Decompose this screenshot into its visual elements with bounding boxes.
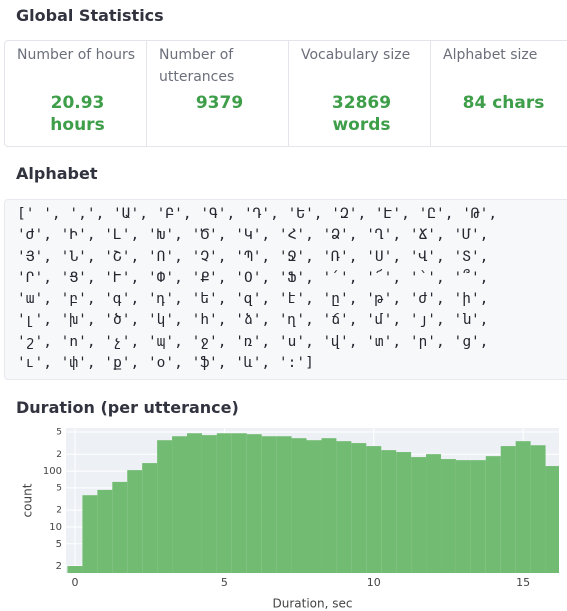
alphabet-line: 'Ր', 'Ց', 'Ւ', 'Փ', 'Ք', 'Օ', 'Ֆ', '՛', … — [17, 269, 489, 286]
bar — [440, 459, 456, 573]
bar — [231, 433, 247, 573]
y-tick-label: 2 — [56, 450, 62, 460]
stat-label: Number of utterances — [159, 47, 235, 85]
bar — [157, 440, 173, 573]
stat-label: Alphabet size — [443, 47, 538, 63]
bar — [172, 436, 188, 573]
bar — [366, 446, 382, 573]
alphabet-line: 'Ժ', 'Ի', 'Լ', 'Խ', 'Ծ', 'Կ', 'Հ', 'Ձ', … — [17, 227, 489, 244]
alphabet-line: 'ա', 'բ', 'գ', 'դ', 'ե', 'զ', 'է', 'ը', … — [17, 291, 489, 308]
bar — [396, 452, 412, 573]
bar — [306, 440, 322, 573]
stat-value: 32869 words — [331, 93, 392, 135]
stat-card: Number of utterances 9379 — [147, 41, 289, 146]
bar — [470, 460, 486, 573]
bar — [291, 438, 307, 573]
bar — [82, 495, 98, 573]
stat-card: Alphabet size 84 chars — [431, 41, 567, 146]
bar — [261, 436, 277, 573]
alphabet-line: 'Յ', 'Ն', 'Շ', 'Ո', 'Չ', 'Պ', 'Ջ', 'Ռ', … — [17, 248, 489, 265]
x-tick-label: 5 — [221, 576, 228, 589]
stat-label: Number of hours — [17, 47, 135, 63]
x-tick-label: 10 — [367, 576, 381, 589]
alphabet-box: [' ', ',', 'Ա', 'Բ', 'Գ', 'Դ', 'Ե', 'Զ',… — [4, 199, 567, 380]
bar — [127, 470, 143, 573]
bar — [545, 466, 559, 573]
section-title: Alphabet — [16, 164, 98, 183]
x-tick-label: 0 — [71, 576, 78, 589]
y-tick-label: 5 — [56, 428, 62, 438]
y-tick-label: 5 — [56, 483, 62, 493]
bar — [187, 433, 202, 573]
x-tick-label: 15 — [516, 576, 530, 589]
y-tick-label: 100 — [43, 466, 62, 477]
alphabet-line: [' ', ',', 'Ա', 'Բ', 'Գ', 'Դ', 'Ե', 'Զ',… — [17, 206, 498, 222]
chart: 2 5 10 2 5 100 2 5 0 5 10 15 Duration, sec count — [21, 428, 559, 611]
bar — [321, 438, 337, 573]
bar — [97, 489, 113, 573]
section-title: Duration (per utterance) — [16, 398, 239, 417]
bar — [411, 457, 427, 573]
y-tick-label: 2 — [56, 561, 62, 572]
y-tick-label: 2 — [56, 506, 62, 516]
bar — [336, 441, 352, 573]
alphabet-line: 'ւ', 'փ', 'ք', 'օ', 'ֆ', 'և', ':'] — [17, 355, 314, 372]
bar — [201, 435, 217, 573]
bar — [112, 481, 128, 573]
y-tick-label: 5 — [56, 539, 62, 550]
alphabet-line: 'շ', 'ո', 'չ', 'պ', 'ջ', 'ռ', 'ս', 'վ', … — [17, 333, 489, 350]
stat-card: Number of hours 20.93 hours — [5, 41, 147, 146]
x-axis-title: Duration, sec — [273, 597, 353, 611]
bar — [142, 463, 158, 573]
stat-value: 20.93 hours — [50, 93, 105, 135]
stat-card: Vocabulary size 32869 words — [289, 41, 431, 146]
bar — [455, 460, 471, 573]
section-title: Global Statistics — [16, 6, 164, 25]
stat-value: 84 chars — [462, 93, 545, 113]
stat-label: Vocabulary size — [301, 47, 411, 63]
y-tick-label: 10 — [49, 522, 62, 533]
bar — [426, 454, 441, 573]
bar — [351, 443, 367, 573]
bar — [67, 566, 83, 573]
bar — [246, 434, 262, 573]
alphabet-line: 'լ', 'խ', 'ծ', 'կ', 'հ', 'ձ', 'ղ', 'ճ', … — [17, 312, 489, 329]
bar — [216, 433, 232, 573]
bar — [381, 450, 397, 573]
bar — [485, 456, 501, 573]
bar — [515, 441, 531, 573]
y-axis-title: count — [21, 483, 35, 517]
stats-box: Number of hours 20.93 hours Number of utte… — [4, 40, 567, 147]
stat-value: 9379 — [195, 93, 244, 113]
bar — [276, 436, 292, 573]
bar — [500, 446, 516, 573]
bar — [530, 445, 546, 573]
